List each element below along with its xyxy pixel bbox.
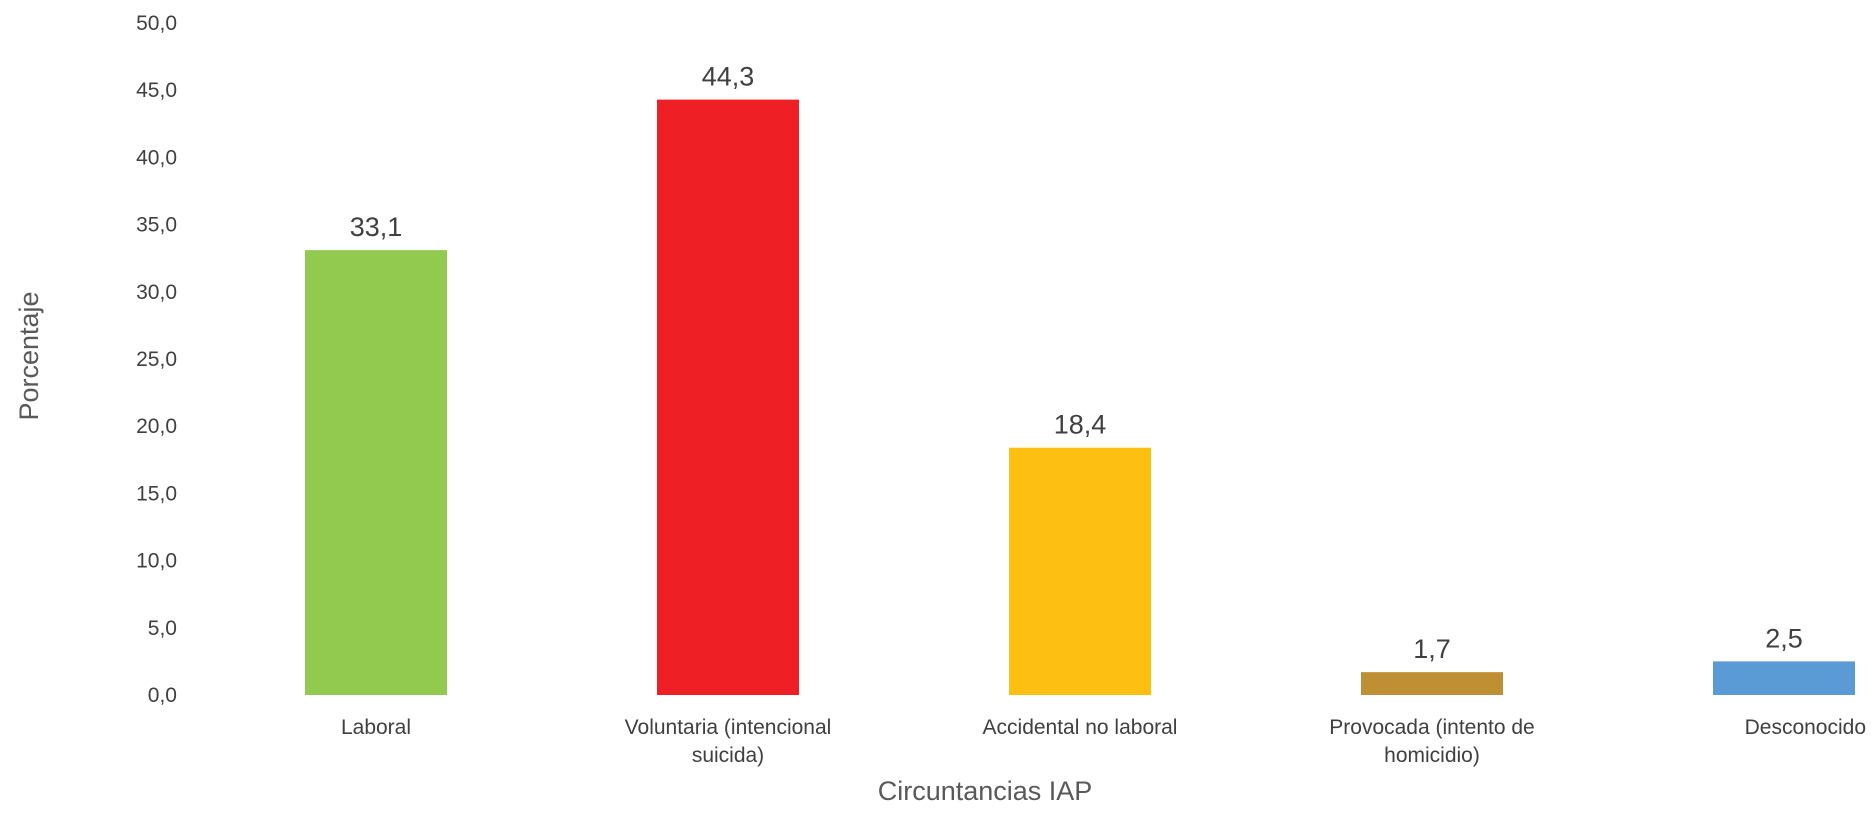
x-category-label: homicidio) [1384,744,1480,767]
y-tick-label: 15,0 [136,482,177,505]
y-tick-label: 50,0 [136,12,177,35]
x-axis-categories: Laboral Voluntaria (intencional suicida) Ac… [341,716,1866,767]
x-category-label: Voluntaria (intencional [625,716,832,739]
x-category-label: Provocada (intento de [1329,716,1534,739]
x-category-label: suicida) [692,744,764,767]
y-axis-title: Porcentaje [14,291,44,420]
x-axis-title: Circuntancias IAP [878,776,1093,806]
y-tick-label: 30,0 [136,281,177,304]
y-axis-ticks: 0,0 5,0 10,0 15,0 20,0 25,0 30,0 35,0 40,0 45,0 50… [136,12,177,707]
x-category-label: Desconocido [1745,716,1866,739]
bar-value-label: 1,7 [1413,634,1451,664]
bar [305,250,447,696]
y-tick-label: 35,0 [136,214,177,237]
bar-value-label: 33,1 [350,212,403,242]
y-tick-label: 45,0 [136,79,177,102]
y-tick-label: 10,0 [136,550,177,573]
y-tick-label: 40,0 [136,146,177,169]
bar [657,99,799,695]
bar [1009,447,1151,695]
bar-value-label: 44,3 [702,62,755,92]
y-tick-label: 0,0 [148,684,177,707]
y-tick-label: 25,0 [136,348,177,371]
x-category-label: Laboral [341,716,411,739]
bar-value-label: 2,5 [1765,623,1803,653]
y-tick-label: 20,0 [136,415,177,438]
bars [305,99,1855,696]
bar-value-label: 18,4 [1054,410,1107,440]
y-tick-label: 5,0 [148,617,177,640]
x-category-label: Accidental no laboral [983,716,1178,739]
bar [1713,661,1855,695]
bar [1361,672,1503,695]
data-labels: 33,1 44,3 18,4 1,7 2,5 [350,62,1803,665]
